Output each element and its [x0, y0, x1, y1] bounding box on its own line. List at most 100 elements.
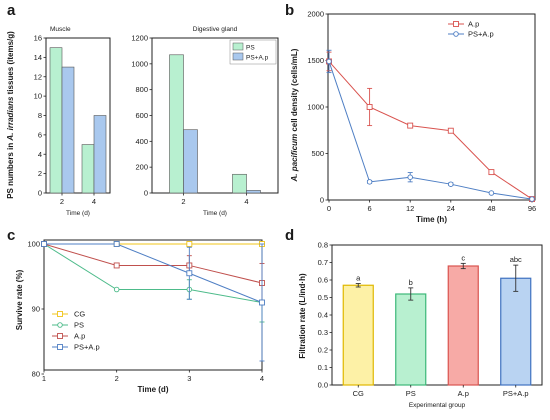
panel-c-xlabel: Time (d) — [138, 385, 169, 394]
panel-c-xtick-label: 1 — [42, 374, 46, 383]
panel-c-xtick-label: 3 — [187, 374, 191, 383]
panel-a-bar — [232, 173, 247, 194]
panel-d-ytick-label: 0.3 — [318, 328, 328, 337]
panel-b-point — [447, 127, 454, 134]
panel-d-ytick-label: 0.5 — [318, 293, 328, 302]
panel-b-point — [407, 174, 413, 180]
panel-c-line-A.p — [43, 243, 263, 284]
panel-b-point — [529, 196, 535, 202]
panel-d-xtick-label: PS — [406, 389, 416, 398]
panel-c-point — [41, 241, 47, 247]
panel-a-ytick-label: 12 — [34, 72, 42, 81]
panel-d-bar — [395, 293, 427, 386]
panel-a-legend-label: PS+A.p — [246, 55, 269, 62]
panel-d-ytick-label: 0.4 — [318, 311, 328, 320]
panel-b-point — [407, 122, 414, 129]
panel-c-legend-label: A.p — [74, 332, 85, 341]
panel-a-ytick-label: 14 — [34, 53, 42, 62]
panel-c-ylabel: Survive rate (%) — [15, 269, 24, 330]
panel-a-bar — [49, 47, 63, 194]
panel-b-ylabel-part: cell density (cells/mL) — [290, 48, 299, 134]
panel-a-ytick-label: 0 — [144, 189, 148, 198]
panel-a-ytick-label: 4 — [38, 150, 42, 159]
panel-a-ytick-label: 10 — [34, 92, 42, 101]
panel-d-ytick-label: 0.6 — [318, 276, 328, 285]
panel-d-letter: d — [285, 227, 294, 244]
panel-c-legend-marker — [57, 344, 63, 350]
panel-d-ytick-label: 0.1 — [318, 363, 328, 372]
panel-c-point — [113, 262, 120, 269]
panel-a-bar — [93, 115, 107, 194]
panel-d-annotation: b — [409, 278, 413, 287]
panel-b-ylabel-part: A. pacificum — [290, 134, 299, 183]
panel-d-xtick-label: CG — [353, 389, 364, 398]
panel-a-ytick-label: 200 — [135, 163, 148, 172]
panel-b-ylabel: A. pacificum cell density (cells/mL) — [290, 48, 299, 182]
panel-c-xtick-label: 4 — [260, 374, 264, 383]
panel-a-xtick-label: 2 — [181, 197, 185, 206]
panel-a-ytick-label: 0 — [38, 189, 42, 198]
panel-d-ytick-label: 0.0 — [318, 381, 328, 390]
panel-b-legend-marker — [453, 21, 459, 27]
panel-b-xtick-label: 12 — [406, 204, 414, 213]
panel-b-ytick-label: 0 — [320, 196, 324, 205]
panel-a-bar — [183, 129, 198, 194]
panel-d-annotation: a — [356, 274, 361, 283]
panel-c-letter: c — [7, 227, 15, 244]
panel-a-subplot-title: Muscle — [50, 26, 71, 33]
panel-b-point — [448, 181, 454, 187]
panel-a-ylabel-part: A. irradians — [6, 96, 15, 142]
panel-a-ytick-label: 600 — [135, 111, 148, 120]
panel-d-xtick-label: PS+A.p — [503, 389, 529, 398]
panel-d-annotation: c — [461, 253, 465, 262]
panel-a-letter: a — [7, 2, 16, 19]
panel-c-point — [259, 299, 265, 306]
panel-b-line-A.p — [328, 61, 533, 200]
panel-b-line-PS+A.p — [328, 61, 533, 200]
panel-a-ytick-label: 400 — [135, 137, 148, 146]
panel-a-bar — [246, 190, 261, 194]
panel-d-ytick-label: 0.2 — [318, 346, 328, 355]
panel-b-legend-label: A.p — [468, 20, 479, 29]
panel-d-bar — [342, 284, 374, 386]
panel-c-ytick-label: 80 — [32, 370, 40, 379]
panel-d-ylabel: Filtration rate (L/ind·h) — [298, 273, 307, 359]
panel-a-ylabel: PS numbers in A. irradians tissues (item… — [6, 31, 15, 199]
panel-a-xtick-label: 4 — [244, 197, 248, 206]
panel-a-ylabel-part: PS numbers in — [6, 141, 15, 199]
panel-c-point — [186, 270, 193, 277]
panel-b-point — [366, 179, 373, 185]
panel-b-ytick-label: 1000 — [307, 103, 324, 112]
panel-b-letter: b — [285, 2, 294, 19]
panel-a-ytick-label: 1000 — [131, 59, 148, 68]
panel-b-ytick-label: 500 — [311, 149, 324, 158]
panel-b-xtick-label: 48 — [487, 204, 495, 213]
panel-c-xtick-label: 2 — [115, 374, 119, 383]
panel-a-bar — [169, 54, 184, 194]
panel-b-point — [488, 169, 495, 176]
panel-a-ytick-label: 2 — [38, 169, 42, 178]
panel-a-bar — [81, 144, 95, 194]
panel-b-legend-label: PS+A.p — [468, 30, 494, 39]
panel-b-xtick-label: 0 — [327, 204, 331, 213]
panel-a-xtick-label: 2 — [60, 197, 64, 206]
panel-a-ytick-label: 800 — [135, 85, 148, 94]
panel-d-xtick-label: A.p — [458, 389, 469, 398]
panel-c-legend-marker — [57, 322, 63, 328]
panel-c-legend-marker — [57, 311, 63, 317]
panel-c-point — [186, 241, 193, 247]
panel-c-line-PS — [43, 243, 263, 303]
panel-d-bar — [447, 265, 479, 386]
panel-b-xlabel: Time (h) — [416, 215, 447, 224]
panel-d-ytick-label: 0.7 — [318, 258, 328, 267]
panel-c-ytick-label: 100 — [27, 240, 40, 249]
panel-a-xtick-label: 4 — [92, 197, 96, 206]
panel-c-point — [113, 241, 120, 247]
panel-d-ytick-label: 0.8 — [318, 241, 328, 250]
panel-c-legend-label: CG — [74, 310, 85, 319]
panel-a-legend-label: PS — [246, 45, 255, 52]
panel-c-point — [113, 286, 120, 293]
panel-b-ytick-label: 2000 — [307, 10, 324, 19]
panel-a-legend-swatch — [232, 42, 244, 51]
